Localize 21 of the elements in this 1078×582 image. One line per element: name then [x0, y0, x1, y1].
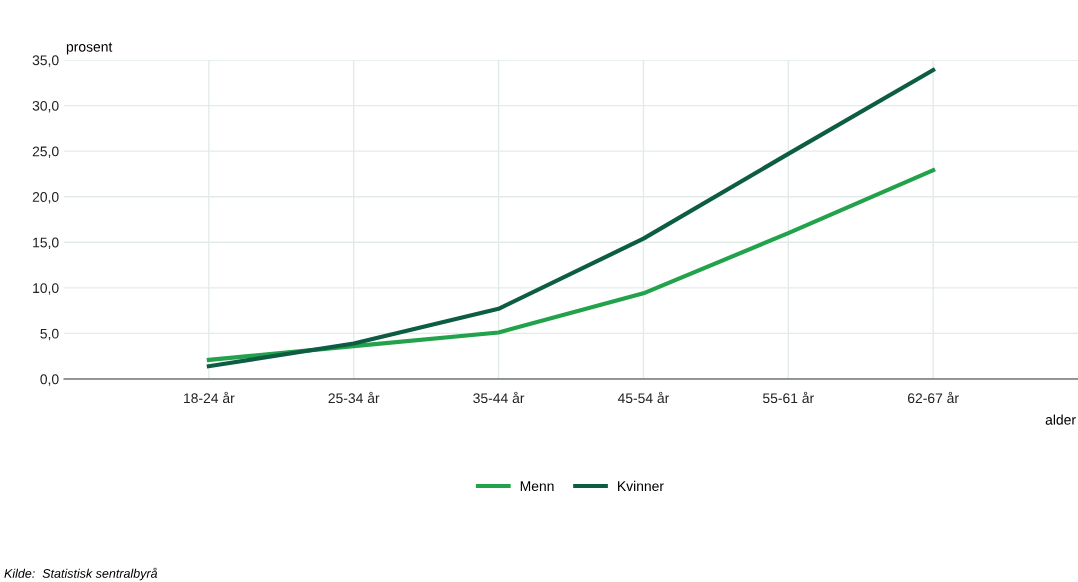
y-tick-label: 10,0	[33, 283, 59, 295]
line-series	[206, 67, 936, 369]
y-tick-label: 0,0	[40, 374, 59, 386]
x-tick-label: 35-44 år	[473, 391, 525, 404]
legend-label: Menn	[520, 481, 554, 492]
y-tick-label: 30,0	[32, 100, 59, 113]
y-tick-label: 20,0	[32, 192, 59, 204]
y-axis-title: prosent	[66, 42, 113, 55]
y-tick-label: 15,0	[33, 237, 59, 250]
text: Kilde: Statistisk sentralbyrå	[4, 567, 158, 581]
line-series	[206, 168, 936, 362]
x-tick-label: 18-24 år	[184, 391, 235, 404]
y-tick-label: 5,0	[40, 328, 59, 341]
y-tick-label: 35,0	[32, 55, 59, 67]
x-axis-title: alder	[1045, 414, 1076, 425]
x-tick-label: 62-67 år	[907, 391, 959, 404]
x-tick-label: 25-34 år	[328, 391, 380, 404]
x-tick-label: 55-61 år	[762, 391, 814, 404]
y-tick-label: 25,0	[32, 146, 59, 158]
x-tick-label: 45-54 år	[617, 391, 670, 404]
legend-label: Kvinner	[618, 480, 664, 492]
